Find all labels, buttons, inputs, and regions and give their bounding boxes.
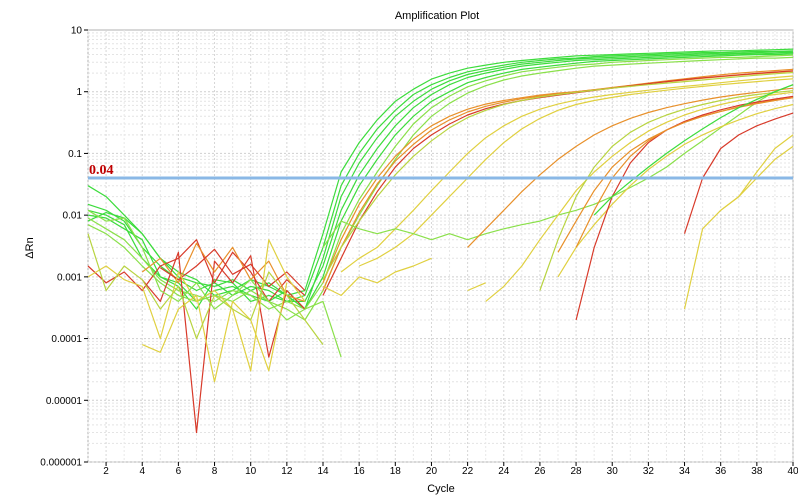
amplification-curve-18 bbox=[539, 90, 794, 291]
x-tick-label: 24 bbox=[498, 466, 510, 477]
amplification-curve-2 bbox=[87, 50, 794, 302]
x-tick-label: 4 bbox=[139, 466, 145, 477]
x-tick-label: 6 bbox=[176, 466, 182, 477]
threshold-label: 0.04 bbox=[89, 163, 114, 178]
x-tick-label: 10 bbox=[245, 466, 257, 477]
y-tick-label: 0.000001 bbox=[40, 458, 82, 469]
amplification-curve-17 bbox=[485, 91, 794, 302]
x-tick-label: 28 bbox=[571, 466, 583, 477]
y-axis-label: ΔRn bbox=[24, 237, 36, 258]
y-tick-label: 0.00001 bbox=[46, 396, 83, 407]
x-tick-label: 16 bbox=[354, 466, 366, 477]
x-tick-label: 14 bbox=[317, 466, 329, 477]
amplification-curve-33 bbox=[87, 233, 324, 345]
grid bbox=[87, 30, 794, 463]
amplification-curve-13 bbox=[358, 78, 794, 267]
y-tick-label: 10 bbox=[71, 26, 83, 37]
amplification-curve-34 bbox=[87, 209, 342, 358]
x-tick-label: 36 bbox=[715, 466, 727, 477]
y-tick-label: 0.0001 bbox=[51, 334, 82, 345]
x-tick-label: 40 bbox=[787, 466, 798, 477]
amplification-curve-1 bbox=[87, 48, 794, 296]
amplification-curve-16 bbox=[467, 282, 486, 292]
amplification-curve-32 bbox=[141, 282, 288, 383]
amplification-curve-4 bbox=[87, 52, 794, 310]
x-tick-label: 38 bbox=[751, 466, 763, 477]
y-tick-label: 1 bbox=[76, 87, 82, 98]
x-tick-label: 20 bbox=[426, 466, 438, 477]
amplification-curve-23 bbox=[593, 84, 794, 216]
amplification-curve-28 bbox=[141, 251, 306, 434]
x-tick-label: 8 bbox=[212, 466, 218, 477]
amplification-curve-15 bbox=[467, 87, 794, 248]
amplification-curve-11 bbox=[322, 71, 794, 280]
amplification-curve-30 bbox=[159, 248, 306, 291]
x-tick-label: 34 bbox=[679, 466, 691, 477]
amplification-curve-31 bbox=[87, 239, 306, 372]
chart-title: Amplification Plot bbox=[395, 10, 479, 22]
amplification-curve-35 bbox=[322, 257, 432, 296]
threshold-group: 0.04 bbox=[88, 163, 793, 180]
amplification-curve-19 bbox=[557, 103, 794, 278]
x-tick-label: 12 bbox=[281, 466, 293, 477]
x-axis-label: Cycle bbox=[427, 483, 455, 495]
x-tick-label: 32 bbox=[643, 466, 655, 477]
series-group bbox=[87, 48, 794, 434]
amplification-curve-5 bbox=[87, 53, 794, 310]
amplification-curve-7 bbox=[87, 56, 794, 321]
x-tick-label: 18 bbox=[390, 466, 402, 477]
y-tick-label: 0.01 bbox=[63, 211, 83, 222]
x-tick-label: 2 bbox=[103, 466, 109, 477]
x-tick-label: 22 bbox=[462, 466, 474, 477]
x-tick-label: 30 bbox=[607, 466, 619, 477]
amplification-curve-26 bbox=[720, 134, 794, 211]
amplification-curve-29 bbox=[141, 242, 306, 302]
y-tick-label: 0.001 bbox=[57, 272, 82, 283]
x-tick-label: 26 bbox=[534, 466, 546, 477]
y-tick-label: 0.1 bbox=[68, 149, 82, 160]
amplification-curve-12 bbox=[340, 75, 794, 273]
